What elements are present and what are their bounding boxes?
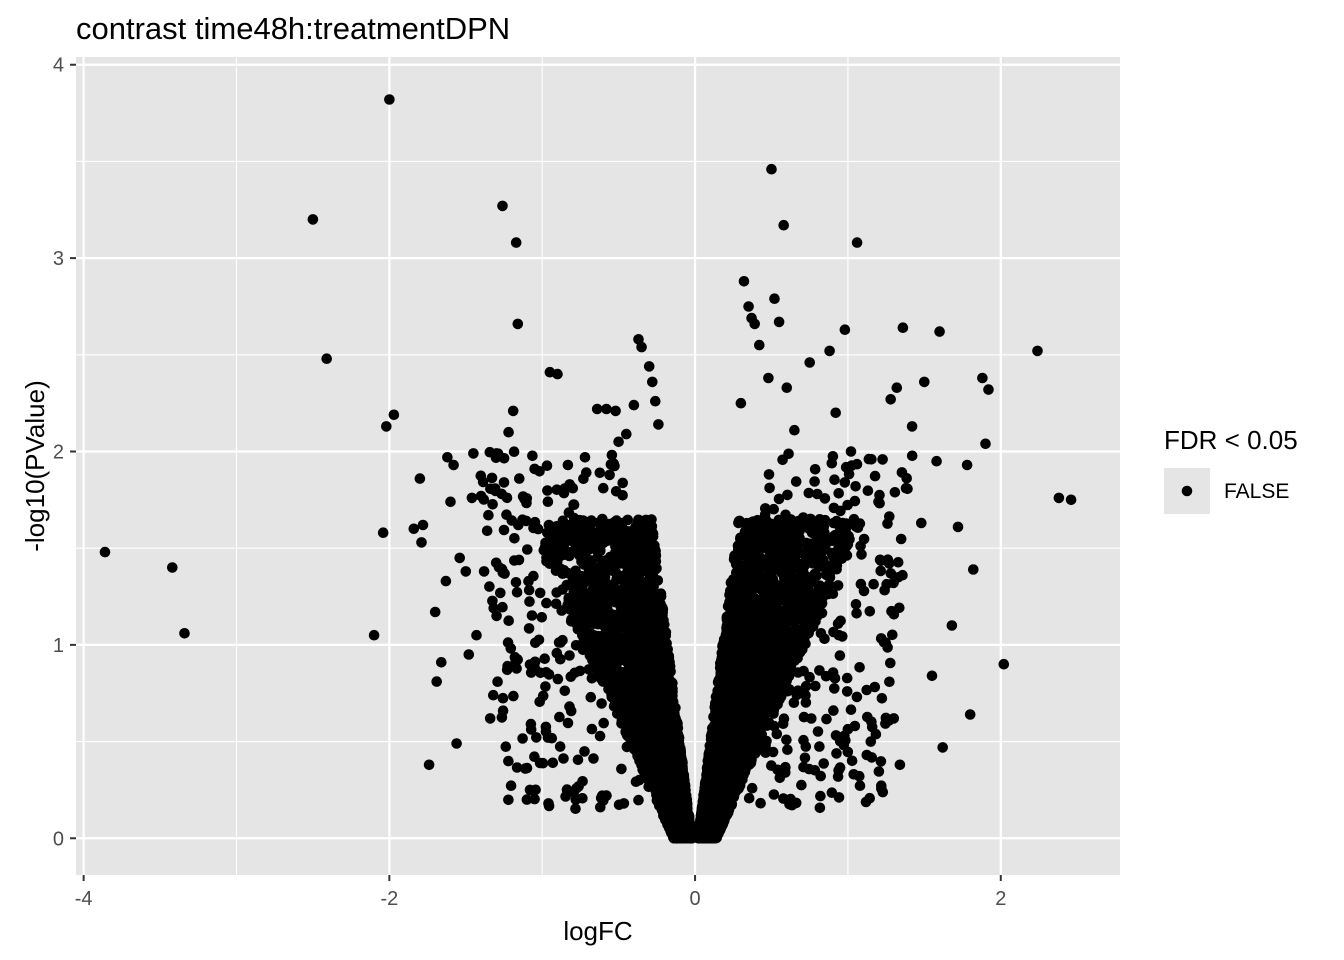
data-point — [635, 515, 646, 527]
data-point — [667, 696, 679, 707]
data-point — [619, 654, 630, 665]
major-gridlines — [76, 57, 1120, 875]
data-point — [661, 647, 673, 658]
data-point — [733, 544, 744, 555]
data-point — [587, 589, 599, 601]
data-point — [647, 692, 659, 704]
data-point — [799, 587, 810, 598]
data-point — [852, 522, 864, 533]
data-point — [633, 595, 644, 606]
data-point — [629, 568, 640, 579]
data-point — [650, 556, 662, 567]
data-point — [592, 551, 603, 563]
data-point — [655, 588, 667, 599]
data-point — [660, 630, 672, 641]
data-point — [823, 579, 834, 591]
data-point — [649, 703, 661, 714]
data-point — [639, 659, 650, 671]
data-point — [593, 529, 605, 540]
data-point — [833, 542, 844, 554]
data-point — [735, 632, 747, 644]
data-point — [807, 576, 818, 588]
data-point — [651, 789, 662, 801]
data-point — [700, 777, 711, 789]
data-point — [733, 677, 745, 688]
data-point — [597, 676, 609, 687]
data-point — [557, 515, 569, 527]
data-point — [733, 597, 745, 609]
data-point — [753, 549, 764, 560]
data-point — [751, 647, 763, 659]
data-points — [99, 94, 1077, 844]
data-point — [848, 513, 860, 525]
data-point — [749, 593, 760, 605]
data-point — [735, 534, 746, 545]
data-point — [736, 573, 748, 584]
data-point — [726, 642, 738, 653]
data-point — [718, 634, 730, 645]
data-point — [827, 550, 839, 562]
data-point — [629, 529, 640, 541]
data-point — [634, 692, 646, 704]
data-point — [633, 577, 644, 588]
data-point — [644, 573, 655, 584]
data-point — [586, 515, 597, 526]
data-point — [614, 558, 626, 569]
data-point — [745, 746, 756, 758]
data-point — [783, 664, 795, 675]
data-point — [822, 570, 833, 581]
data-point — [646, 514, 657, 525]
data-point — [713, 700, 725, 712]
data-point — [651, 659, 662, 670]
data-point — [745, 736, 757, 748]
dense-point-cloud — [475, 446, 918, 844]
data-point — [719, 718, 731, 730]
data-point — [729, 552, 740, 564]
data-point — [768, 557, 780, 568]
data-point — [764, 680, 775, 692]
chart-title: contrast time48h:treatmentDPN — [76, 11, 510, 46]
data-point — [638, 534, 650, 546]
